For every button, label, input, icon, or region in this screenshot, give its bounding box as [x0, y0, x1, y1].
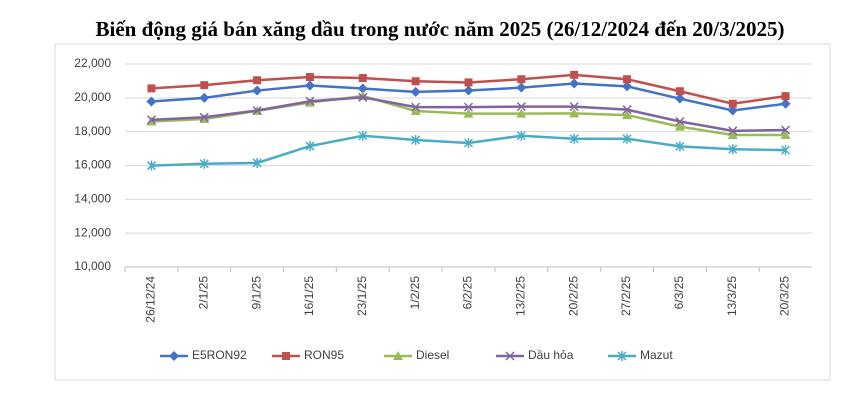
y-tick-label: 12,000: [74, 225, 111, 239]
x-tick-label: 20/3/25: [778, 276, 792, 316]
marker: [623, 75, 632, 84]
marker: [393, 351, 403, 360]
marker: [463, 102, 474, 112]
marker: [411, 77, 420, 86]
marker: [516, 108, 527, 118]
x-tick-label: 13/2/25: [514, 276, 528, 316]
marker: [569, 102, 579, 112]
marker: [505, 351, 515, 361]
marker: [570, 70, 579, 79]
marker: [516, 102, 526, 112]
marker: [675, 87, 684, 96]
marker: [569, 133, 579, 144]
marker: [357, 83, 368, 94]
x-tick-label: 16/1/25: [302, 276, 316, 316]
marker: [358, 74, 367, 83]
x-tick-label: 9/1/25: [249, 276, 263, 310]
marker: [617, 351, 627, 361]
y-tick-label: 10,000: [74, 259, 111, 273]
x-tick-label: 27/2/25: [619, 276, 633, 316]
marker: [781, 125, 791, 135]
marker: [411, 134, 421, 145]
legend-label: Mazut: [640, 348, 673, 362]
marker: [305, 73, 314, 82]
y-tick-label: 22,000: [74, 56, 111, 70]
marker: [199, 158, 209, 169]
marker: [781, 92, 790, 101]
marker: [410, 86, 421, 97]
marker: [622, 105, 632, 115]
marker: [304, 80, 315, 91]
marker: [305, 141, 315, 152]
marker: [463, 85, 474, 96]
marker: [464, 78, 473, 87]
legend-label: Dầu hỏa: [528, 348, 574, 362]
marker: [199, 92, 210, 103]
marker: [169, 351, 179, 361]
marker: [622, 133, 632, 144]
marker: [780, 130, 791, 140]
x-tick-label: 23/1/25: [355, 276, 369, 316]
chart-frame: [54, 43, 831, 381]
marker: [200, 81, 209, 90]
marker: [410, 106, 421, 116]
legend-label: E5RON92: [192, 348, 247, 362]
marker: [674, 93, 685, 104]
marker: [252, 157, 262, 168]
marker: [728, 126, 738, 136]
y-tick-label: 14,000: [74, 192, 111, 206]
marker: [305, 96, 315, 106]
marker: [727, 130, 738, 140]
x-tick-label: 13/3/25: [725, 276, 739, 316]
marker: [282, 352, 290, 360]
marker: [516, 82, 527, 93]
marker: [675, 116, 685, 127]
marker: [146, 160, 156, 171]
x-tick-label: 26/12/24: [144, 276, 158, 323]
marker: [728, 144, 738, 155]
x-tick-label: 6/3/25: [672, 276, 686, 310]
marker: [728, 99, 737, 108]
y-tick-label: 16,000: [74, 158, 111, 172]
marker: [146, 96, 157, 107]
marker: [622, 81, 633, 92]
marker: [780, 98, 791, 109]
x-tick-label: 2/1/25: [196, 276, 210, 310]
x-tick-label: 20/2/25: [566, 276, 580, 316]
legend-label: Diesel: [416, 348, 449, 362]
marker: [358, 92, 368, 102]
marker: [781, 145, 791, 156]
marker: [252, 105, 262, 116]
marker: [622, 110, 633, 120]
y-tick-label: 20,000: [74, 90, 111, 104]
marker: [675, 141, 685, 152]
marker: [252, 85, 263, 96]
marker: [147, 84, 156, 93]
marker: [674, 121, 685, 131]
x-tick-label: 6/2/25: [461, 276, 475, 310]
marker: [569, 78, 580, 89]
marker: [253, 76, 262, 85]
y-tick-label: 18,000: [74, 124, 111, 138]
marker: [463, 108, 474, 118]
legend-label: RON95: [304, 348, 344, 362]
marker: [517, 75, 526, 84]
marker: [358, 130, 368, 141]
marker: [463, 138, 474, 149]
chart-title: Biến động giá bán xăng dầu trong nước nă…: [96, 17, 785, 41]
marker: [146, 115, 156, 125]
marker: [727, 105, 738, 116]
marker: [516, 130, 526, 141]
marker: [199, 112, 209, 122]
x-tick-label: 1/2/25: [408, 276, 422, 310]
marker: [411, 102, 421, 112]
marker: [569, 108, 580, 118]
